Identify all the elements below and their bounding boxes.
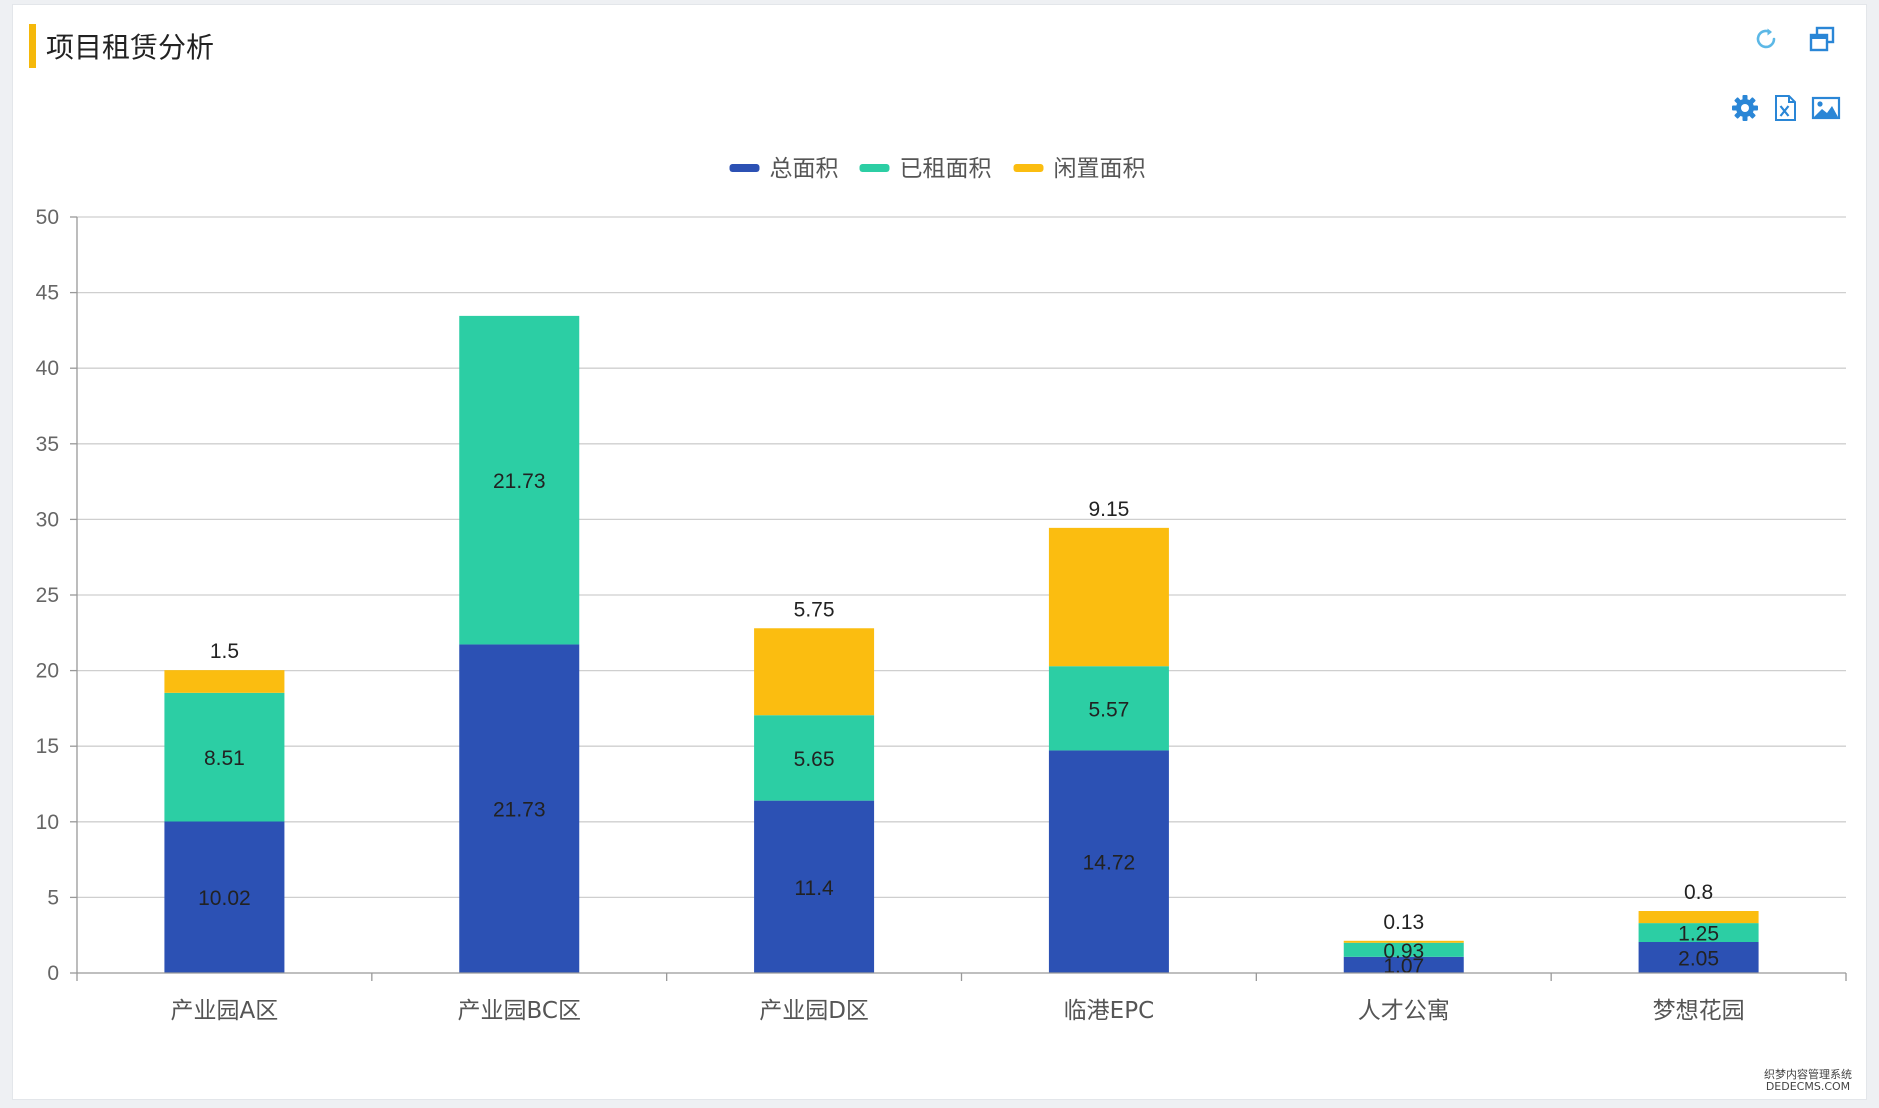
x-tick-label: 产业园A区 xyxy=(171,998,279,1024)
data-label: 0.13 xyxy=(1383,911,1424,934)
bar-segment[interactable] xyxy=(1048,750,1169,973)
image-export-icon[interactable] xyxy=(1810,93,1842,123)
bar-segment[interactable] xyxy=(1343,956,1464,973)
x-tick-label: 临港EPC xyxy=(1064,998,1154,1024)
gear-icon[interactable] xyxy=(1730,93,1760,123)
data-label: 5.65 xyxy=(794,748,835,771)
y-tick-label: 0 xyxy=(47,962,59,985)
panel-title: 项目租赁分析 xyxy=(46,31,215,64)
data-label: 1.25 xyxy=(1678,923,1719,946)
y-tick-label: 15 xyxy=(36,735,59,758)
chart-toolbox xyxy=(1730,93,1842,123)
bar-segment[interactable] xyxy=(1048,666,1169,751)
maximize-icon[interactable] xyxy=(1808,25,1836,53)
legend-item[interactable]: 总面积 xyxy=(729,156,839,182)
y-tick-label: 10 xyxy=(36,811,59,834)
y-tick-label: 25 xyxy=(36,584,59,607)
data-label: 0.8 xyxy=(1684,881,1713,904)
watermark-line-2: DEDECMS.COM xyxy=(1765,1080,1851,1093)
panel-controls xyxy=(1752,25,1836,53)
title-accent-bar xyxy=(29,24,36,68)
chart-panel: 项目租赁分析 xyxy=(12,4,1867,1100)
excel-export-icon[interactable] xyxy=(1770,93,1800,123)
y-tick-label: 30 xyxy=(36,508,59,531)
panel-header: 项目租赁分析 xyxy=(29,23,214,69)
data-label-layer: 10.02 8.51 1.5 21.73 21.73 11.4 5.65 5.75 14.72 5… xyxy=(198,470,1719,978)
y-tick-label: 45 xyxy=(36,282,59,305)
bar-segment[interactable] xyxy=(459,644,580,973)
bar-segment[interactable] xyxy=(164,821,285,973)
data-label: 11.4 xyxy=(794,877,834,900)
legend-label: 闲置面积 xyxy=(1054,156,1146,182)
y-tick-label: 40 xyxy=(36,357,59,380)
data-label: 21.73 xyxy=(493,470,546,493)
data-label: 1.07 xyxy=(1383,955,1424,978)
data-label: 2.05 xyxy=(1678,948,1719,971)
data-label: 0.93 xyxy=(1383,940,1424,963)
data-label: 10.02 xyxy=(198,887,251,910)
y-tick-label: 5 xyxy=(47,886,59,909)
data-label: 5.75 xyxy=(794,598,835,621)
y-tick-label: 50 xyxy=(36,206,59,229)
data-label: 5.57 xyxy=(1088,698,1129,721)
bar-segment[interactable] xyxy=(1343,942,1464,957)
x-tick-label: 产业园D区 xyxy=(759,998,869,1024)
legend-item[interactable]: 已租面积 xyxy=(859,156,992,182)
axis-layer: 0 5 10 15 20 25 30 35 40 45 50 产业园A区 产业园BC区 产业园D区 临港EP… xyxy=(36,206,1847,1024)
legend: 总面积 已租面积 闲置面积 xyxy=(729,156,1146,182)
legend-swatch xyxy=(729,164,760,172)
grid-layer xyxy=(77,216,1846,899)
bar-segment[interactable] xyxy=(1048,527,1169,667)
legend-label: 总面积 xyxy=(770,156,839,182)
bar-segment[interactable] xyxy=(754,800,875,973)
legend-swatch xyxy=(859,164,890,172)
watermark-line-1: 织梦内容管理系统 xyxy=(1764,1068,1852,1081)
legend-swatch xyxy=(1013,164,1044,172)
legend-item[interactable]: 闲置面积 xyxy=(1013,156,1146,182)
legend-label: 已租面积 xyxy=(900,156,992,182)
bar-segment[interactable] xyxy=(1343,940,1464,943)
bar-segment[interactable] xyxy=(754,715,875,801)
refresh-icon[interactable] xyxy=(1752,25,1780,53)
x-tick-label: 人才公寓 xyxy=(1358,998,1450,1024)
bar-segment[interactable] xyxy=(754,628,875,716)
bar-segment[interactable] xyxy=(1638,923,1759,943)
bar-segment[interactable] xyxy=(459,315,580,645)
data-label: 21.73 xyxy=(493,799,546,822)
x-tick-label: 产业园BC区 xyxy=(458,998,581,1024)
y-tick-label: 20 xyxy=(36,660,59,683)
data-label: 8.51 xyxy=(204,747,245,770)
bar-segment[interactable] xyxy=(164,692,285,822)
bar-segment[interactable] xyxy=(1638,942,1759,973)
bar-layer xyxy=(164,315,1759,973)
watermark: 织梦内容管理系统 DEDECMS.COM xyxy=(1764,1069,1852,1093)
data-label: 14.72 xyxy=(1083,852,1136,875)
data-label: 9.15 xyxy=(1088,498,1129,521)
y-tick-label: 35 xyxy=(36,433,59,456)
bar-segment[interactable] xyxy=(164,670,285,693)
x-tick-label: 梦想花园 xyxy=(1653,998,1745,1024)
bar-segment[interactable] xyxy=(1638,911,1759,924)
data-label: 1.5 xyxy=(210,640,239,663)
